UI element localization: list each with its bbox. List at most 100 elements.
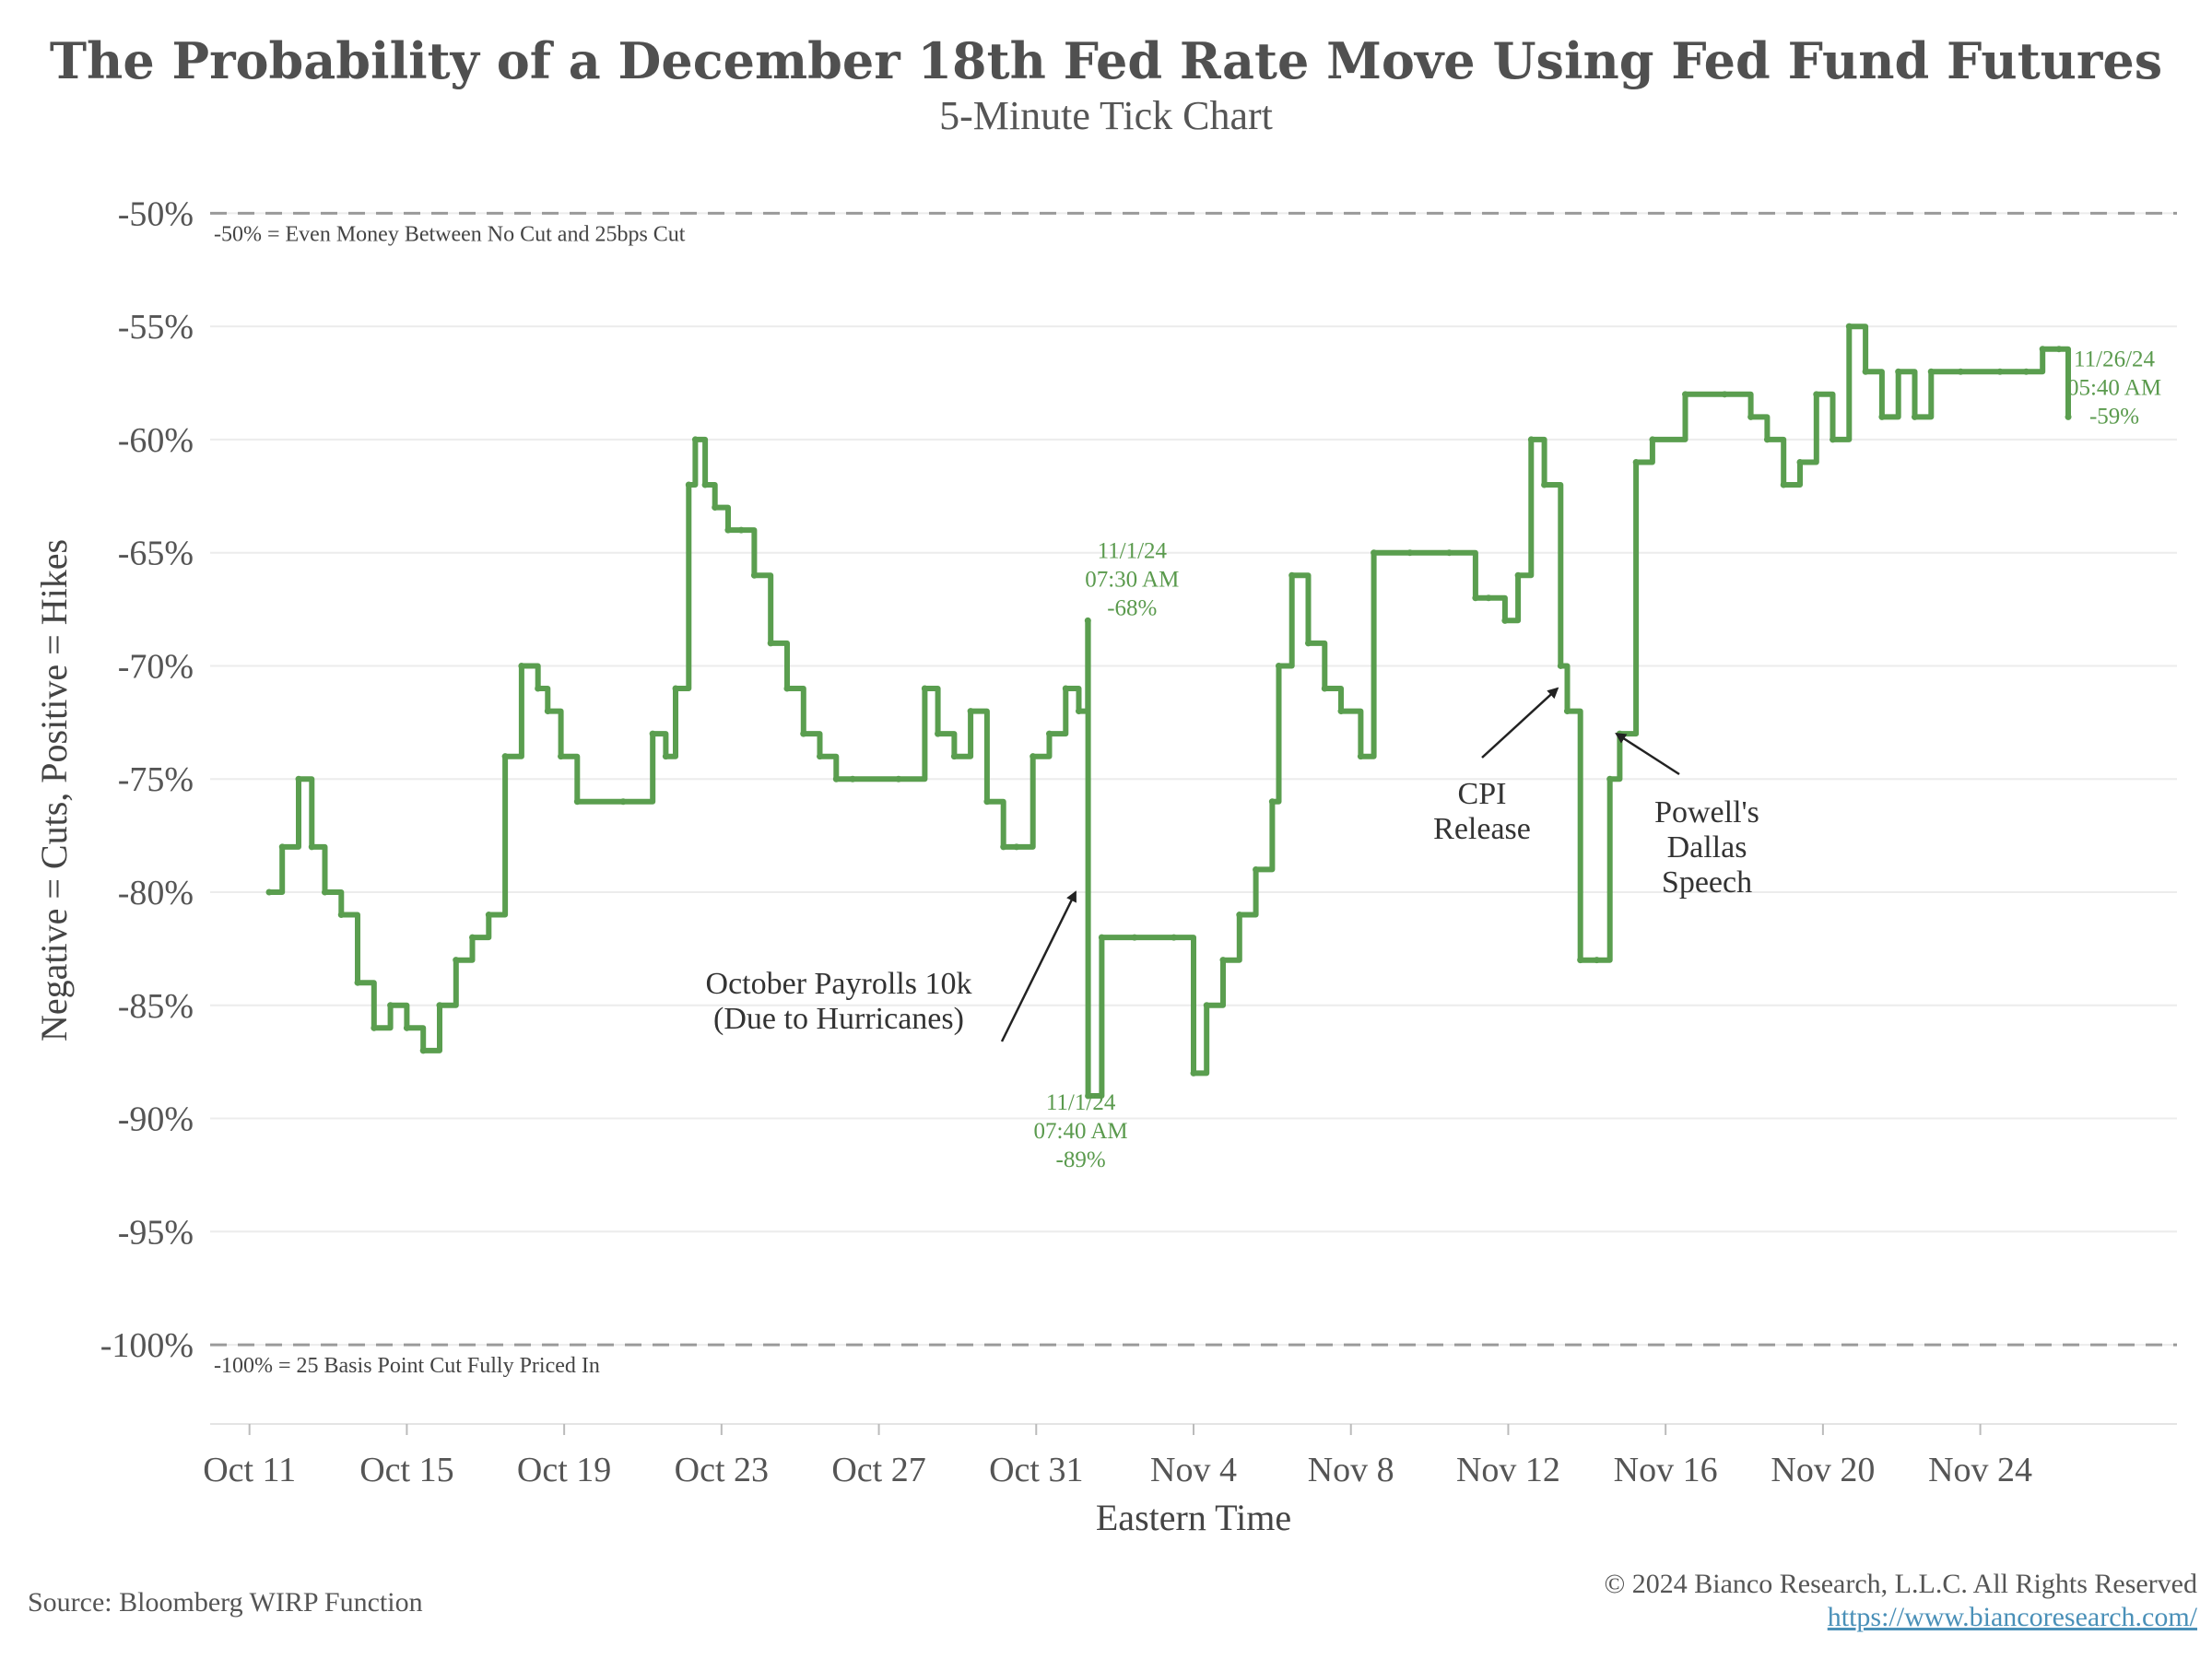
data-point <box>1957 368 1964 375</box>
event-annotation-label: October Payrolls 10k <box>706 967 972 1001</box>
data-point <box>387 1002 394 1009</box>
data-point <box>2055 346 2063 353</box>
data-point <box>1649 436 1656 443</box>
x-tick-label: Nov 8 <box>1308 1451 1394 1489</box>
callout-label: 07:30 AM <box>1085 567 1179 592</box>
annotation-arrow <box>1000 890 1077 1042</box>
data-point <box>737 526 745 534</box>
website-link[interactable]: https://www.biancoresearch.com/ <box>1827 1602 2197 1632</box>
data-point <box>1830 436 1837 443</box>
data-point <box>1268 798 1276 806</box>
data-point <box>935 730 942 737</box>
data-point <box>1862 368 1869 375</box>
data-point <box>649 730 656 737</box>
annotation-arrow <box>1481 687 1559 759</box>
y-tick-label: -50% <box>118 194 194 233</box>
data-point <box>419 1047 427 1054</box>
data-point <box>685 481 692 488</box>
data-point <box>1321 685 1328 692</box>
data-point <box>783 685 791 692</box>
data-point <box>1927 368 1935 375</box>
data-point <box>1098 934 1105 941</box>
data-point <box>403 1024 410 1031</box>
data-point <box>619 798 627 806</box>
x-tick-label: Nov 12 <box>1456 1451 1560 1489</box>
data-point <box>573 798 581 806</box>
event-annotation-label: Powell's <box>1654 795 1759 830</box>
data-point <box>1062 685 1069 692</box>
y-tick-label: -60% <box>118 421 194 460</box>
x-tick-label: Oct 19 <box>517 1451 611 1489</box>
data-point <box>1084 617 1091 624</box>
data-point <box>832 775 840 782</box>
data-point <box>265 888 273 896</box>
event-annotation-label: (Due to Hurricanes) <box>713 1002 964 1036</box>
data-point <box>1203 1002 1210 1009</box>
data-point <box>1747 413 1755 420</box>
data-point <box>817 753 824 760</box>
data-point <box>469 934 477 941</box>
data-point <box>295 775 302 782</box>
data-point <box>983 798 991 806</box>
data-point <box>950 753 958 760</box>
data-point <box>1878 413 1886 420</box>
x-tick-label: Oct 27 <box>831 1451 925 1489</box>
data-point <box>1527 436 1535 443</box>
data-point <box>1000 843 1007 851</box>
data-point <box>1780 481 1787 488</box>
data-point <box>354 979 361 986</box>
callout-label: 11/26/24 <box>2074 347 2155 371</box>
data-point <box>1171 934 1178 941</box>
data-point <box>1895 368 1902 375</box>
data-point <box>535 685 542 692</box>
data-point <box>967 708 974 715</box>
data-point <box>501 753 509 760</box>
data-point <box>1501 617 1509 624</box>
y-tick-label: -95% <box>118 1213 194 1252</box>
data-point <box>1076 708 1083 715</box>
annotations: 11/1/24 07:30 AM -68% 11/1/24 07:40 AM -89% 11… <box>706 347 2162 1172</box>
data-point <box>278 843 286 851</box>
data-point <box>518 662 525 669</box>
data-point <box>921 685 928 692</box>
data-point <box>1577 957 1584 964</box>
x-axis-title: Eastern Time <box>1096 1497 1291 1538</box>
data-point <box>1236 912 1243 919</box>
data-point <box>1190 1069 1197 1077</box>
data-point <box>1563 708 1571 715</box>
event-annotation-label: CPI <box>1458 777 1507 811</box>
y-tick-label: -75% <box>118 760 194 799</box>
axes: -50% -55% -60% -65% -70% -75% -80% -85% -90% -95%… <box>33 194 2177 1538</box>
data-point <box>849 775 856 782</box>
data-point <box>1593 957 1600 964</box>
source-note: Source: Bloomberg WIRP Function <box>28 1587 423 1618</box>
data-point <box>544 708 551 715</box>
data-point <box>750 571 758 579</box>
data-point <box>1357 753 1364 760</box>
data-point <box>701 481 709 488</box>
data-point <box>1371 549 1378 557</box>
data-point <box>1472 594 1479 602</box>
data-point <box>1557 662 1564 669</box>
data-point <box>1253 865 1260 873</box>
data-point <box>485 912 492 919</box>
callout-label: -89% <box>1056 1147 1106 1172</box>
data-point <box>1485 594 1492 602</box>
data-point <box>2022 368 2030 375</box>
event-annotation-label: Speech <box>1662 865 1752 900</box>
y-tick-label: -90% <box>118 1100 194 1139</box>
data-point <box>1406 549 1414 557</box>
data-point <box>337 912 345 919</box>
x-tick-label: Nov 16 <box>1614 1451 1718 1489</box>
data-point <box>1813 391 1820 398</box>
data-point <box>321 888 328 896</box>
y-tick-label: -70% <box>118 647 194 686</box>
y-tick-label: -80% <box>118 874 194 912</box>
event-annotation-label: Release <box>1433 812 1531 846</box>
chart-title: The Probability of a December 18th Fed R… <box>49 31 2163 90</box>
x-tick-label: Oct 31 <box>989 1451 1083 1489</box>
data-point <box>672 685 679 692</box>
data-point <box>691 436 699 443</box>
event-annotation-label: Dallas <box>1667 830 1747 865</box>
